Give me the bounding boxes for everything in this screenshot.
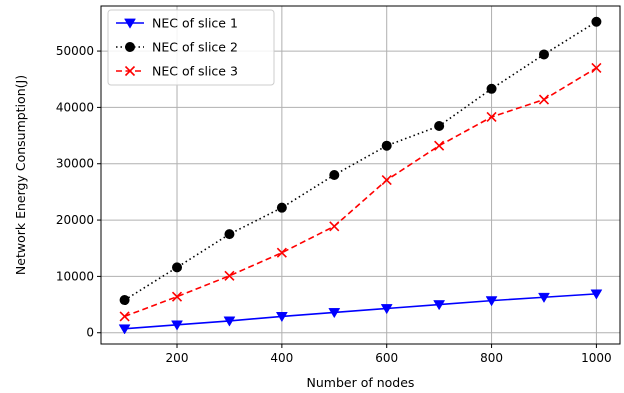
x-tick-label: 800 xyxy=(480,351,503,365)
data-point xyxy=(276,247,287,258)
data-point xyxy=(590,289,603,300)
data-point xyxy=(486,83,497,94)
data-point xyxy=(119,311,130,322)
y-tick-label: 40000 xyxy=(56,100,94,114)
data-point xyxy=(381,175,392,186)
data-point xyxy=(124,18,136,29)
data-point xyxy=(275,312,288,323)
series-1 xyxy=(118,289,603,335)
legend-box xyxy=(107,9,275,86)
plot-frame xyxy=(100,5,621,345)
y-tick-label: 0 xyxy=(86,326,94,340)
data-point xyxy=(125,42,135,52)
legend-label: NEC of slice 3 xyxy=(152,64,238,79)
data-point-stroke xyxy=(486,111,497,123)
series-layer xyxy=(118,16,603,335)
data-point-stroke xyxy=(224,270,235,281)
data-point-stroke xyxy=(276,247,287,258)
data-point xyxy=(433,300,446,311)
data-point xyxy=(329,221,340,232)
x-tick-label: 600 xyxy=(375,351,398,365)
data-point xyxy=(485,296,498,307)
data-point-stroke xyxy=(124,65,136,77)
data-point-stroke xyxy=(329,221,340,232)
series-2 xyxy=(119,16,602,306)
data-point xyxy=(538,49,549,60)
y-tick-label: 10000 xyxy=(56,269,94,283)
legend-label: NEC of slice 1 xyxy=(152,16,238,31)
data-point xyxy=(591,16,602,27)
data-point xyxy=(124,65,136,77)
y-axis-label: Network Energy Consumption(J) xyxy=(13,75,28,275)
data-point xyxy=(380,304,393,315)
y-tick-label: 50000 xyxy=(56,44,94,58)
x-tick-label: 400 xyxy=(270,351,293,365)
data-point-stroke xyxy=(538,94,550,105)
data-point xyxy=(329,170,340,180)
legend: NEC of slice 1 NEC of slice 2 NEC of slice… xyxy=(107,9,275,86)
data-point xyxy=(224,270,235,281)
data-point xyxy=(328,308,341,319)
data-point xyxy=(538,94,550,105)
data-point xyxy=(434,120,445,131)
data-point xyxy=(591,62,602,74)
legend-entry-3: NEC of slice 3 xyxy=(116,64,238,79)
data-point xyxy=(118,324,131,335)
x-tick-label: 200 xyxy=(166,351,189,365)
data-point-stroke xyxy=(381,175,392,186)
data-point xyxy=(223,316,236,327)
series-3 xyxy=(119,62,602,322)
y-tick-label: 30000 xyxy=(56,157,94,171)
legend-label: NEC of slice 2 xyxy=(152,40,238,55)
series-line xyxy=(124,67,597,318)
x-axis-label: Number of nodes xyxy=(307,375,415,390)
series-line xyxy=(124,293,597,330)
data-point xyxy=(434,140,445,151)
data-point xyxy=(486,111,497,123)
data-point xyxy=(276,202,287,213)
data-point-stroke xyxy=(119,311,130,322)
data-point xyxy=(172,262,183,273)
data-point xyxy=(171,320,183,331)
data-point-stroke xyxy=(434,140,445,151)
x-tick-label: 1000 xyxy=(581,351,612,365)
data-point xyxy=(119,295,130,306)
data-point xyxy=(171,291,183,302)
y-tick-label: 20000 xyxy=(56,213,94,227)
data-point-stroke xyxy=(591,62,602,74)
data-point xyxy=(538,292,550,303)
data-point-stroke xyxy=(171,291,183,302)
legend-entry-1: NEC of slice 1 xyxy=(116,16,238,31)
data-point xyxy=(381,140,392,151)
data-point xyxy=(224,229,235,240)
axis-ticks: 200 400 600 800 1000010000200003000040000500… xyxy=(56,44,612,365)
legend-entry-2: NEC of slice 2 xyxy=(116,40,238,55)
